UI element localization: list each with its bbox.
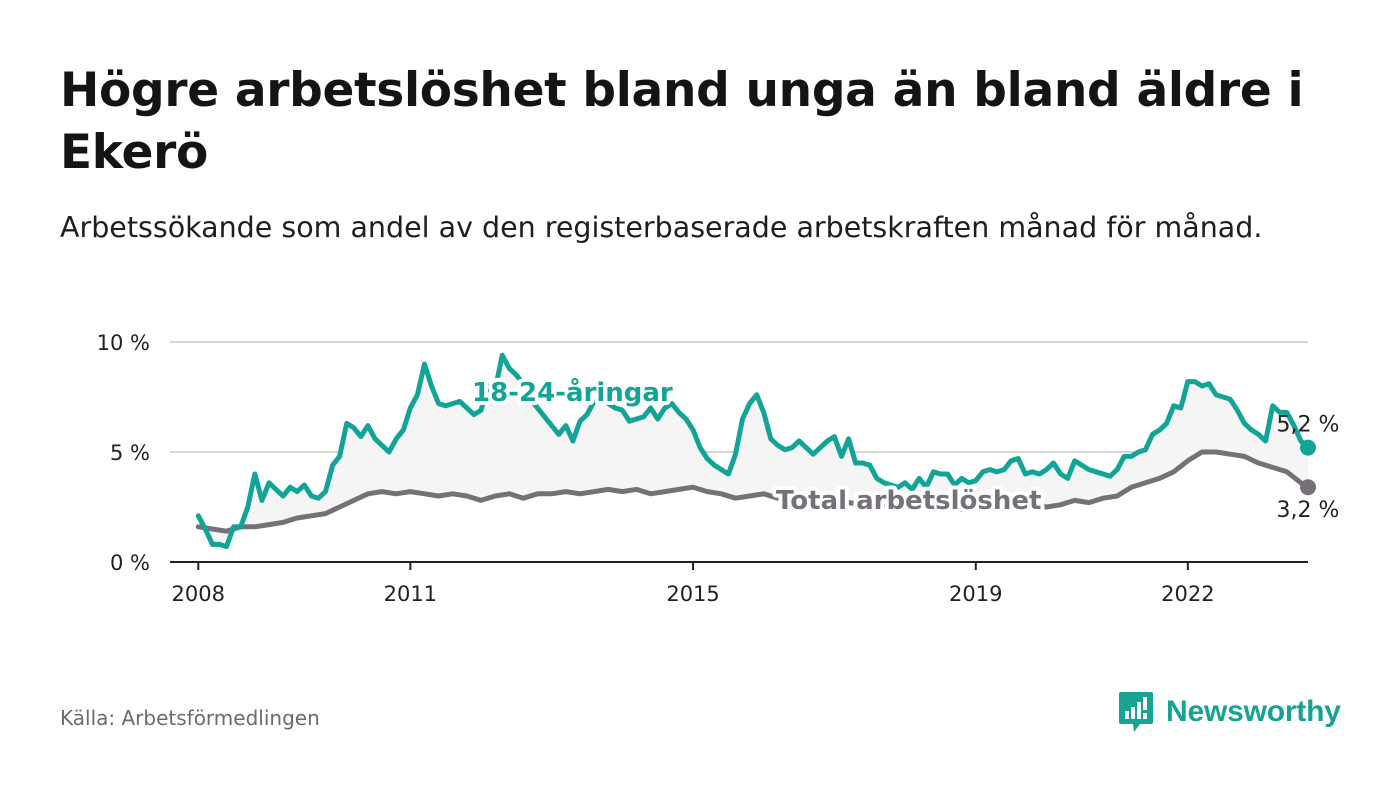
series-label-18-24-halo: 18-24-åringar (472, 376, 673, 408)
y-tick-label: 5 % (110, 441, 150, 465)
end-point-18-24 (1300, 439, 1316, 456)
end-label-total: 3,2 % (1277, 498, 1340, 523)
brand-name: Newsworthy (1166, 695, 1341, 728)
series-line-total (195, 449, 1311, 534)
x-tick-label: 2015 (666, 582, 719, 606)
chart-title: Högre arbetslöshet bland unga än bland ä… (60, 63, 1304, 180)
end-label-18-24: 5,2 % (1277, 413, 1340, 438)
newsworthy-logo-icon (1119, 692, 1153, 732)
y-tick-label: 10 % (97, 331, 150, 355)
series-line-18-24 (195, 352, 1311, 550)
x-tick-label: 2011 (384, 582, 437, 606)
source-note: Källa: Arbetsförmedlingen (60, 706, 320, 730)
x-tick-label: 2019 (949, 582, 1002, 606)
brand-logo: Newsworthy (1118, 690, 1341, 734)
series-label-18-24: 18-24-åringar (472, 376, 673, 408)
chart-subtitle: Arbetssökande som andel av den registerb… (60, 211, 1263, 244)
end-point-total (1300, 479, 1316, 496)
x-tick-label: 2022 (1161, 582, 1214, 606)
series-label-total-halo: Total arbetslöshet (776, 486, 1041, 516)
series-label-total: Total arbetslöshet (776, 486, 1041, 516)
y-tick-label: 0 % (110, 551, 150, 575)
x-tick-label: 2008 (172, 582, 225, 606)
